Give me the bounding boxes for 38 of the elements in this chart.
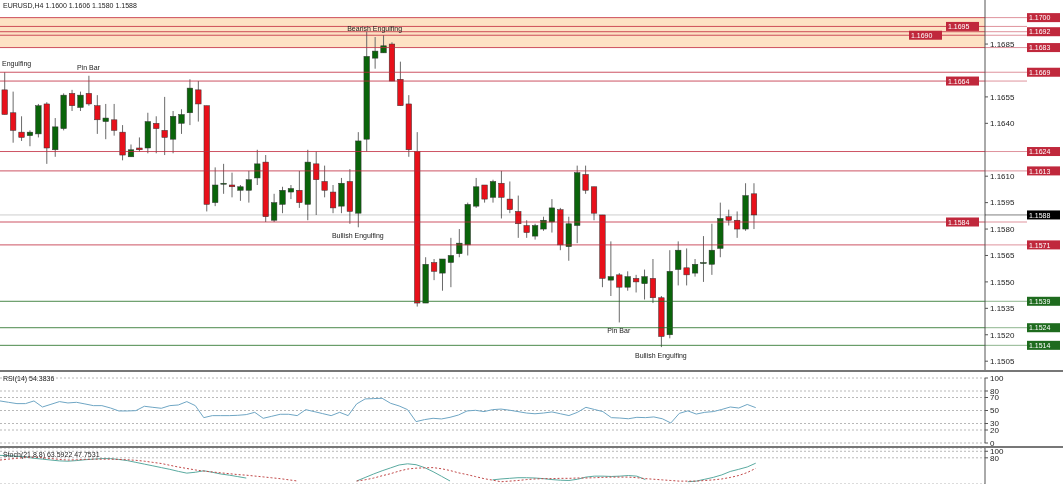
y-tick-label: 1.1550 — [990, 277, 1016, 287]
candlestick — [228, 172, 236, 198]
y-tick-label: 80 — [990, 453, 1000, 463]
y-tick-label: 1.1610 — [990, 172, 1016, 182]
candlestick — [119, 124, 126, 161]
candlestick — [111, 103, 118, 137]
candlestick — [26, 129, 33, 147]
y-tick-label: 80 — [990, 386, 1000, 396]
candlestick — [287, 184, 294, 200]
candlestick — [330, 184, 337, 214]
y-tick-label: 1.1580 — [990, 224, 1016, 234]
candlestick — [489, 179, 497, 204]
y-tick-label: 1.1505 — [990, 357, 1016, 367]
y-tick-label: 1.1595 — [990, 198, 1016, 208]
y-tick-label: 1.1685 — [990, 39, 1016, 49]
y-tick-label: 1.1655 — [990, 92, 1016, 102]
candlestick — [18, 115, 25, 142]
y-tick-label: 1.1535 — [990, 304, 1016, 314]
candlestick — [321, 165, 328, 198]
candlestick — [161, 96, 168, 156]
candlestick — [313, 151, 320, 216]
candlestick — [750, 182, 758, 230]
candlestick — [506, 180, 513, 214]
candlestick — [69, 89, 76, 112]
y-tick-label: 70 — [990, 393, 1000, 403]
candlestick — [10, 91, 17, 144]
y-tick-label: 100 — [990, 373, 1004, 383]
candlestick — [515, 195, 522, 239]
y-tick-label: 1.1565 — [990, 251, 1016, 261]
line-series — [0, 397, 757, 424]
candlestick — [195, 80, 202, 123]
y-tick-label: 1.1520 — [990, 330, 1016, 340]
candlestick — [649, 258, 656, 304]
candlestick — [498, 170, 505, 219]
candlestick — [153, 115, 160, 154]
y-tick-label: 50 — [990, 406, 1000, 416]
y-tick-label: 0 — [990, 438, 995, 448]
y-tick-label: 1.1640 — [990, 119, 1016, 129]
